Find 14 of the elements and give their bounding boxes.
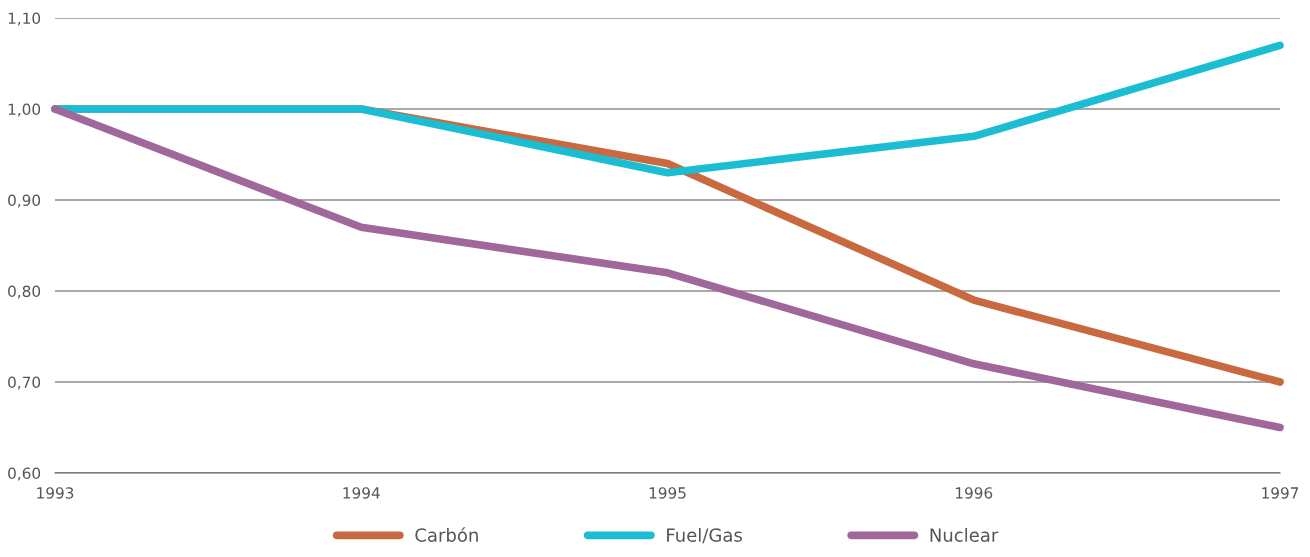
x-tick-label: 1997	[1262, 487, 1299, 499]
legend-label: Nuclear	[930, 527, 999, 542]
x-tick-label: 1995	[649, 487, 686, 499]
x-tick-label: 1993	[37, 487, 74, 499]
y-tick-label: 1,00	[8, 103, 41, 117]
y-tick-label: 0,60	[8, 467, 41, 481]
y-tick-label: 0,70	[8, 376, 41, 390]
y-tick-label: 1,10	[8, 12, 41, 26]
x-tick-label: 1996	[955, 487, 993, 499]
x-tick-label: 1994	[343, 487, 380, 499]
y-tick-label: 0,80	[8, 285, 41, 299]
legend-label: Fuel/Gas	[667, 527, 742, 544]
y-tick-label: 0,90	[8, 194, 41, 208]
legend-label: Carbón	[415, 527, 478, 542]
